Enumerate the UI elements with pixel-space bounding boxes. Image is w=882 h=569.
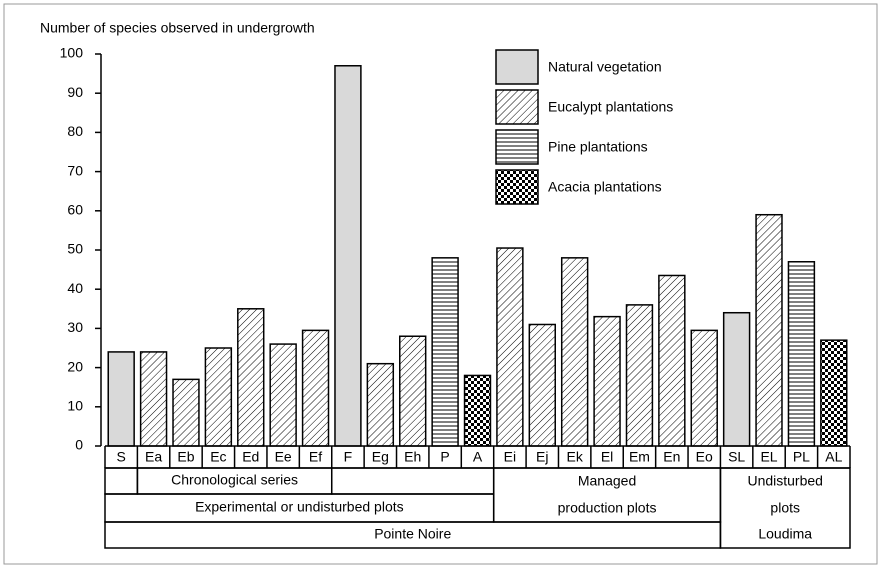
y-tick-label: 50 (67, 241, 83, 257)
bar (625, 304, 654, 447)
x-tick-label: A (473, 449, 483, 465)
y-tick-label: 90 (67, 84, 83, 100)
bar (690, 329, 718, 447)
y-tick-label: 80 (67, 123, 83, 139)
legend-swatch (495, 89, 539, 125)
x-tick-label: El (601, 449, 613, 465)
bar (755, 213, 783, 447)
group-label: Undisturbed (747, 473, 823, 489)
y-tick-label: 100 (60, 45, 84, 61)
bar (722, 311, 751, 447)
x-tick-label: P (440, 449, 449, 465)
x-tick-label: S (117, 449, 126, 465)
legend-label: Pine plantations (548, 139, 648, 155)
y-tick-label: 10 (67, 398, 83, 414)
legend-label: Acacia plantations (548, 179, 662, 195)
bar (496, 247, 524, 447)
bar (820, 339, 848, 447)
x-tick-label: Ec (210, 449, 226, 465)
x-tick-label: Ed (242, 449, 259, 465)
bar (269, 343, 297, 447)
legend-label: Natural vegetation (548, 59, 662, 75)
legend-swatch (495, 49, 539, 85)
table-cell (330, 467, 495, 495)
x-tick-label: Ea (145, 449, 162, 465)
legend-swatch (495, 169, 539, 205)
y-tick-label: 40 (67, 280, 83, 296)
y-tick-label: 60 (67, 202, 83, 218)
group-label: Chronological series (171, 472, 298, 488)
x-tick-label: AL (825, 449, 842, 465)
bar (787, 261, 816, 447)
bar (301, 329, 330, 447)
group-label: Pointe Noire (374, 526, 451, 542)
legend-swatch (495, 129, 539, 165)
y-tick-label: 0 (75, 437, 83, 453)
legend-label: Eucalypt plantations (548, 99, 673, 115)
x-tick-label: F (344, 449, 353, 465)
x-tick-label: Ek (567, 449, 584, 465)
bar (560, 257, 589, 447)
x-tick-label: Eb (177, 449, 194, 465)
x-tick-label: Ee (275, 449, 292, 465)
group-label: production plots (558, 500, 657, 516)
y-tick-label: 30 (67, 319, 83, 335)
x-tick-label: Ej (536, 449, 548, 465)
y-tick-label: 70 (67, 162, 83, 178)
x-tick-label: Eo (696, 449, 713, 465)
group-label: Loudima (758, 526, 812, 542)
x-tick-label: Em (629, 449, 650, 465)
bar (431, 257, 459, 447)
frame (3, 3, 878, 565)
table-cell (719, 467, 851, 549)
bar (366, 362, 395, 447)
bar (237, 308, 265, 447)
bar (463, 374, 492, 447)
bar (593, 315, 621, 447)
bar (334, 65, 362, 447)
bar (528, 323, 556, 447)
x-tick-label: Eh (404, 449, 421, 465)
group-label: plots (770, 500, 800, 516)
x-tick-label: EL (760, 449, 777, 465)
bar (172, 378, 200, 447)
bar (204, 347, 233, 447)
x-tick-label: Ef (309, 449, 322, 465)
x-tick-label: SL (728, 449, 745, 465)
bar (107, 351, 135, 447)
y-axis-title: Number of species observed in undergrowt… (40, 20, 315, 36)
x-tick-label: PL (793, 449, 810, 465)
bar (399, 335, 427, 447)
table-cell (104, 467, 139, 495)
y-tick-label: 20 (67, 358, 83, 374)
group-label: Managed (578, 473, 636, 489)
group-label: Experimental or undisturbed plots (195, 499, 404, 515)
bar (139, 351, 168, 447)
x-tick-label: Eg (372, 449, 389, 465)
bar (658, 274, 686, 447)
x-tick-label: En (663, 449, 680, 465)
x-tick-label: Ei (504, 449, 516, 465)
